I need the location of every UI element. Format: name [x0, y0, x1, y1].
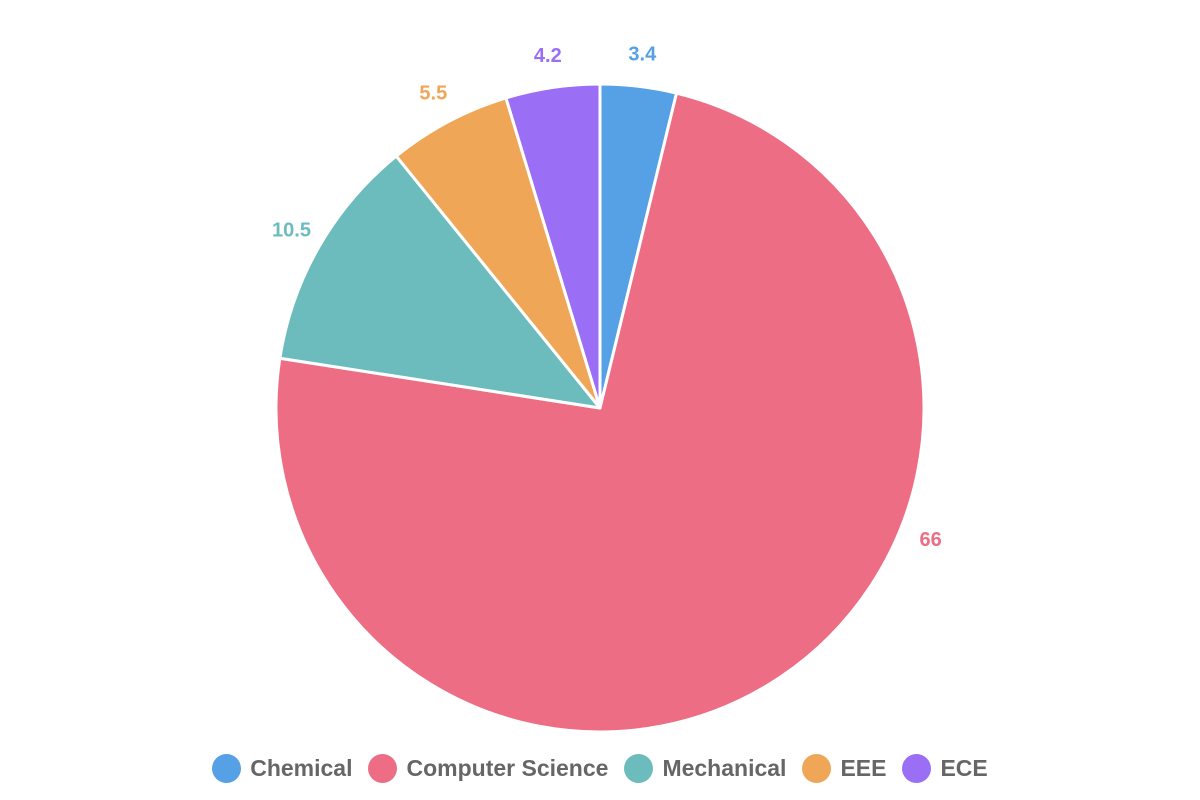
- legend-label-ece: ECE: [940, 754, 988, 781]
- legend-item-mechanical[interactable]: Mechanical: [624, 753, 787, 783]
- legend-item-eee[interactable]: EEE: [802, 753, 887, 783]
- legend-item-computer-science[interactable]: Computer Science: [368, 753, 609, 783]
- legend-swatch-computer-science: [368, 753, 398, 783]
- data-label-computer-science: 66: [919, 529, 941, 551]
- pie-slices: [274, 82, 926, 734]
- legend-swatch-eee: [802, 753, 832, 783]
- legend-item-chemical[interactable]: Chemical: [212, 753, 353, 783]
- pie-slice-ece[interactable]: [504, 82, 602, 410]
- legend-label-mechanical: Mechanical: [662, 754, 787, 781]
- data-label-eee: 5.5: [419, 82, 447, 104]
- legend-swatch-mechanical: [624, 753, 654, 783]
- legend-swatch-ece: [902, 753, 932, 783]
- legend-label-computer-science: Computer Science: [406, 754, 609, 781]
- pie-data-labels: 3.4 66 10.5 5.5 4.2: [272, 44, 942, 552]
- data-label-mechanical: 10.5: [272, 219, 311, 241]
- legend-item-ece[interactable]: ECE: [902, 753, 988, 783]
- legend-label-chemical: Chemical: [250, 754, 353, 781]
- legend: Chemical Computer Science Mechanical EEE…: [0, 748, 1200, 788]
- data-label-chemical: 3.4: [628, 44, 657, 66]
- legend-swatch-chemical: [212, 753, 242, 783]
- legend-label-eee: EEE: [840, 754, 887, 781]
- data-label-ece: 4.2: [534, 45, 562, 67]
- pie-slice-eee[interactable]: [394, 96, 602, 410]
- pie-slice-mechanical[interactable]: [278, 154, 602, 410]
- pie-slice-computer-science[interactable]: [274, 91, 926, 734]
